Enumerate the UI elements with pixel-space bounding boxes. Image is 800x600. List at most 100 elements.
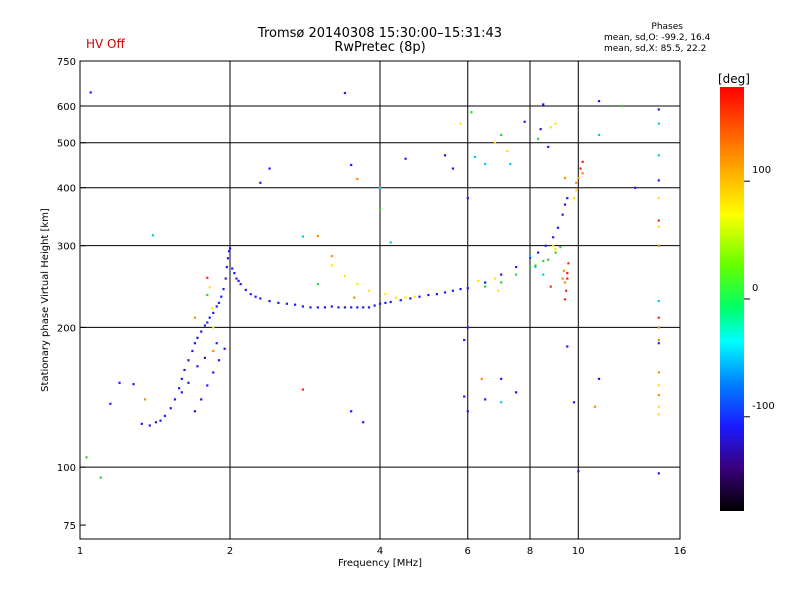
data-point: [191, 349, 194, 353]
data-point: [657, 413, 660, 416]
data-point: [575, 189, 578, 192]
data-point: [356, 283, 359, 286]
data-point: [208, 286, 211, 289]
data-point: [200, 330, 203, 333]
data-point: [484, 285, 487, 288]
data-point: [515, 391, 518, 394]
data-point: [466, 410, 469, 413]
data-point: [470, 111, 473, 114]
data-point: [451, 289, 455, 292]
data-point: [534, 265, 537, 269]
data-point: [542, 273, 545, 276]
data-point: [563, 176, 567, 180]
data-point: [225, 265, 228, 269]
data-point: [561, 213, 564, 216]
data-point: [529, 255, 532, 258]
data-point: [563, 298, 567, 301]
data-point: [493, 141, 497, 144]
data-point: [566, 197, 569, 200]
data-point: [597, 99, 601, 103]
data-point: [657, 405, 660, 408]
data-point: [206, 321, 209, 324]
data-point: [484, 398, 487, 401]
data-point: [227, 250, 231, 253]
data-point: [484, 162, 487, 166]
data-point: [244, 288, 247, 292]
data-point: [563, 281, 567, 284]
data-point: [657, 154, 660, 157]
data-point: [148, 424, 151, 427]
data-point: [389, 241, 392, 244]
data-point: [566, 271, 569, 275]
data-point: [572, 401, 576, 404]
data-point: [384, 301, 387, 304]
data-point: [552, 236, 555, 239]
data-point: [196, 336, 199, 339]
data-point: [413, 295, 417, 298]
data-point: [373, 304, 376, 307]
data-point: [552, 244, 555, 247]
phase-stats-heading: Phases: [651, 22, 683, 32]
data-point: [544, 244, 547, 247]
data-point: [554, 248, 557, 251]
data-points: [85, 91, 660, 479]
data-point: [220, 295, 223, 298]
x-axis-label: Frequency [MHz]: [338, 558, 422, 569]
data-point: [99, 476, 102, 479]
data-point: [549, 285, 552, 288]
data-point: [554, 251, 557, 254]
colorbar-tick-label: 100: [752, 165, 771, 176]
data-point: [542, 260, 545, 263]
data-point: [330, 255, 333, 258]
data-point: [301, 388, 305, 391]
phase-stats: Phases mean, sd,O: -99.2, 16.4 mean, sd,…: [604, 22, 710, 55]
data-point: [500, 281, 503, 284]
phase-stats-o: mean, sd,O: -99.2, 16.4: [604, 33, 711, 43]
data-point: [657, 342, 660, 345]
data-point: [657, 219, 660, 222]
data-point: [389, 300, 392, 304]
data-point: [657, 316, 660, 319]
data-point: [362, 421, 365, 424]
data-point: [212, 371, 215, 374]
y-tick-label: 600: [57, 102, 76, 113]
data-point: [657, 371, 660, 374]
data-point: [316, 283, 319, 286]
data-point: [536, 251, 540, 254]
data-point: [657, 197, 660, 200]
data-point: [443, 154, 447, 157]
data-point: [566, 345, 569, 348]
data-point: [343, 91, 347, 95]
data-point: [183, 368, 186, 372]
data-point: [206, 293, 209, 297]
data-point: [536, 137, 540, 140]
colorbar-ticks: 100 0 -100: [744, 165, 775, 418]
data-point: [579, 167, 582, 170]
data-point: [554, 122, 557, 125]
data-point: [229, 247, 232, 250]
data-point: [212, 349, 215, 353]
x-tick-label: 10: [572, 546, 585, 557]
chart-title: Tromsø 20140308 15:30:00–15:31:43: [257, 26, 503, 41]
data-point: [534, 264, 537, 267]
data-point: [566, 277, 569, 280]
data-point: [309, 306, 312, 309]
data-point: [362, 306, 365, 309]
data-point: [163, 414, 167, 417]
data-point: [562, 269, 565, 272]
data-point: [506, 149, 509, 153]
data-point: [208, 316, 211, 319]
chart-subtitle: RwPretec (8p): [334, 40, 426, 55]
data-point: [159, 419, 162, 422]
data-point: [556, 226, 560, 229]
data-point: [143, 398, 147, 401]
x-tick-label: 1: [77, 546, 83, 557]
data-point: [203, 356, 206, 360]
data-point: [367, 289, 371, 292]
data-point: [268, 299, 271, 303]
data-point: [384, 293, 387, 296]
x-tick-label: 2: [227, 546, 233, 557]
y-tick-label: 300: [57, 242, 76, 253]
data-point: [301, 235, 305, 238]
